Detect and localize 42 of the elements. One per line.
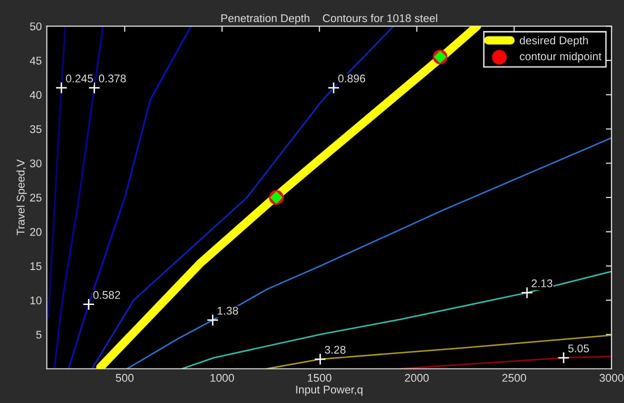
x-tick-label: 1500 — [308, 374, 332, 382]
annotation: 0.582 — [93, 291, 120, 299]
point — [558, 352, 570, 364]
point — [82, 298, 95, 310]
line-series — [181, 270, 612, 369]
legend-label: desired Depth — [520, 36, 588, 47]
y-tick-label: 10 — [30, 296, 42, 304]
y-axis-title: Travel Speed,V — [16, 159, 27, 236]
x-tick-label: 3000 — [600, 374, 624, 382]
point — [328, 82, 340, 94]
line-series — [91, 26, 394, 369]
x-tick-label: 2000 — [404, 374, 429, 382]
y-tick-label: 50 — [30, 22, 42, 30]
y-tick-label: 35 — [30, 125, 42, 134]
point — [206, 314, 219, 326]
y-tick-label: 5 — [36, 330, 42, 339]
y-tick-label: 25 — [30, 194, 42, 202]
annotation: 0.378 — [98, 74, 126, 82]
y-tick-label: 40 — [30, 90, 42, 99]
annotation: 2.13 — [532, 279, 552, 288]
y-tick-label: 20 — [30, 228, 42, 236]
annotation: 3.28 — [324, 346, 346, 354]
x-tick-label: 2500 — [502, 374, 526, 382]
point — [520, 286, 534, 299]
annotation: 1.38 — [218, 306, 238, 315]
point — [55, 82, 68, 94]
line-series — [266, 334, 612, 369]
legend-label: contour midpoint — [520, 52, 602, 62]
line-series — [126, 137, 612, 369]
y-tick-label: 15 — [30, 262, 42, 270]
annotation: 0.245 — [66, 74, 93, 82]
annotation: 5.05 — [568, 344, 589, 352]
point — [314, 353, 326, 366]
x-tick-label: 1000 — [210, 374, 234, 382]
x-axis-title: Input Power,q — [296, 386, 362, 396]
x-tick-label: 500 — [116, 374, 134, 382]
line-series — [68, 26, 192, 369]
annotation: 0.896 — [338, 74, 366, 82]
y-tick-label: 45 — [30, 56, 42, 65]
point — [88, 82, 100, 94]
y-tick-label: 30 — [30, 159, 42, 168]
chart-title: Penetration Depth Contours for 1018 steel — [221, 14, 438, 24]
